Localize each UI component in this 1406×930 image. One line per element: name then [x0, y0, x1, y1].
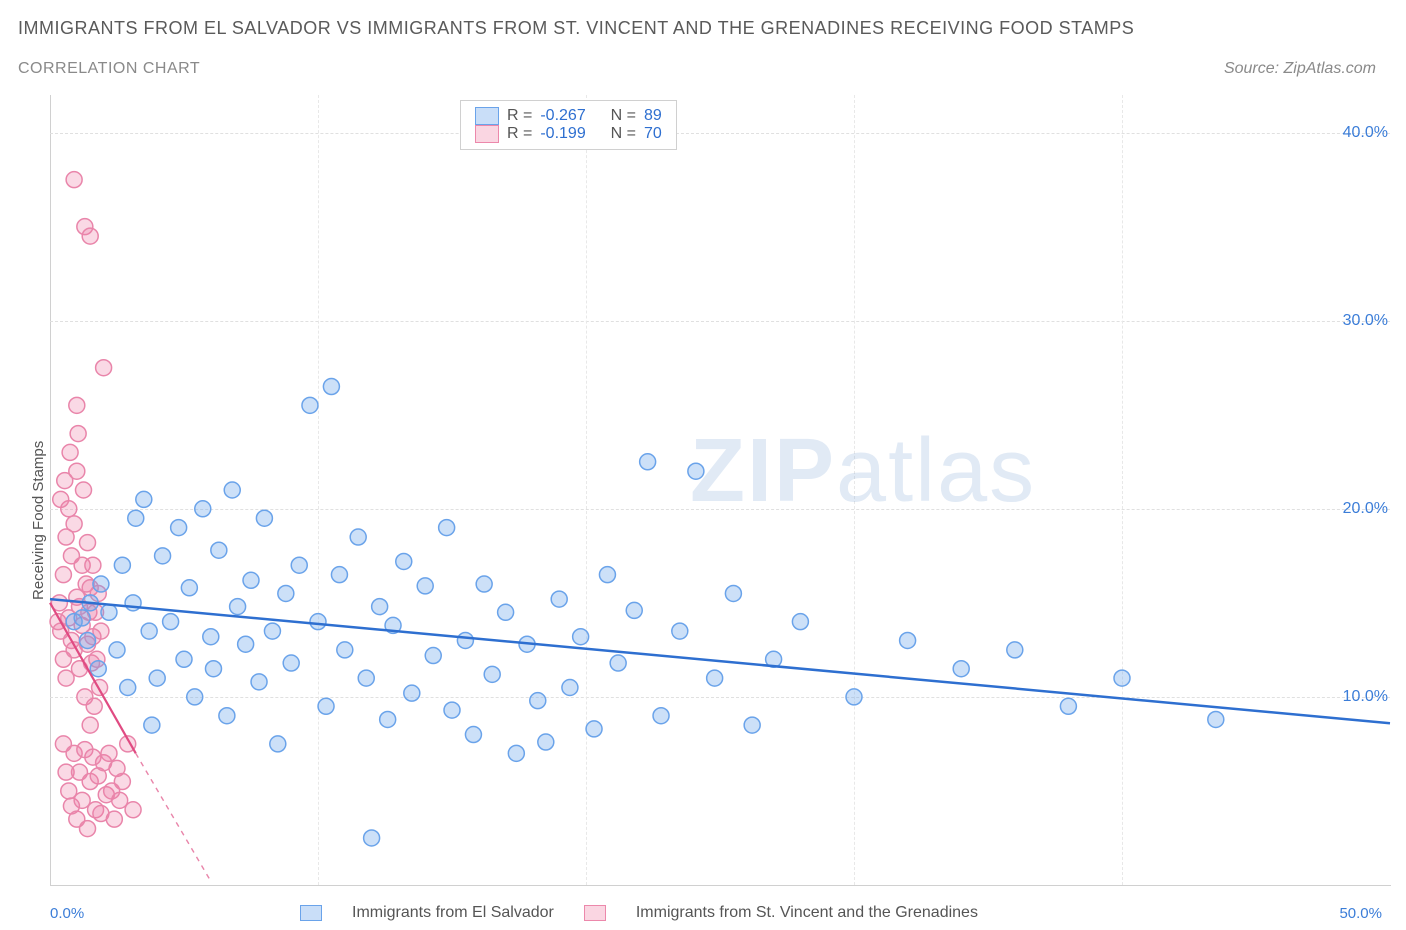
legend-n-label: N = — [611, 125, 636, 143]
legend-label-pink: Immigrants from St. Vincent and the Gren… — [636, 904, 978, 922]
legend-n-label: N = — [611, 107, 636, 125]
chart-subtitle: CORRELATION CHART — [18, 60, 200, 78]
page-title: IMMIGRANTS FROM EL SALVADOR VS IMMIGRANT… — [18, 18, 1134, 39]
x-tick-label: 0.0% — [50, 905, 84, 922]
legend-r-label: R = — [507, 125, 532, 143]
legend-r-label: R = — [507, 107, 532, 125]
swatch-blue — [300, 905, 322, 921]
legend-n-value-blue: 89 — [644, 107, 662, 125]
source-label: Source: ZipAtlas.com — [1224, 60, 1376, 78]
series-legend: Immigrants from El Salvador Immigrants f… — [300, 904, 978, 922]
swatch-pink — [584, 905, 606, 921]
scatter-plot — [50, 95, 1390, 885]
legend-r-value-blue: -0.267 — [540, 107, 585, 125]
swatch-pink — [475, 125, 499, 143]
y-axis-label: Receiving Food Stamps — [30, 441, 47, 600]
legend-row-blue: R = -0.267 N = 89 — [475, 107, 662, 125]
swatch-blue — [475, 107, 499, 125]
legend-row-pink: R = -0.199 N = 70 — [475, 125, 662, 143]
x-tick-label: 50.0% — [1339, 905, 1382, 922]
correlation-legend: R = -0.267 N = 89 R = -0.199 N = 70 — [460, 100, 677, 150]
legend-r-value-pink: -0.199 — [540, 125, 585, 143]
legend-n-value-pink: 70 — [644, 125, 662, 143]
legend-label-blue: Immigrants from El Salvador — [352, 904, 554, 922]
